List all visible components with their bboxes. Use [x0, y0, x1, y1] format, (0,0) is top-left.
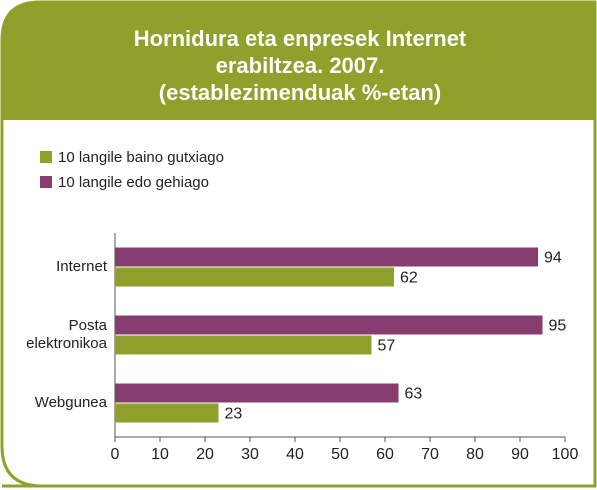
x-tick-label: 40: [286, 446, 304, 463]
x-tick-label: 90: [511, 446, 529, 463]
x-tick-label: 50: [331, 446, 349, 463]
x-tick-label: 10: [151, 446, 169, 463]
legend-swatch: [40, 176, 52, 188]
data-label: 57: [378, 338, 396, 355]
bar: [115, 315, 543, 335]
x-tick-label: 70: [421, 446, 439, 463]
y-tick-label: Internet: [56, 258, 108, 275]
data-label: 62: [400, 270, 418, 287]
x-tick-label: 100: [552, 446, 579, 463]
y-tick-label-line: elektronikoa: [26, 335, 108, 352]
bar: [115, 403, 219, 423]
x-tick-label: 0: [111, 446, 120, 463]
x-tick-label: 20: [196, 446, 214, 463]
data-label: 94: [544, 250, 562, 267]
chart-title: erabiltzea. 2007.: [216, 53, 385, 78]
x-tick-label: 60: [376, 446, 394, 463]
y-tick-label: Posta elektronikoa: [26, 317, 108, 352]
x-tick-label: 30: [241, 446, 259, 463]
legend-label: 10 langile baino gutxiago: [58, 149, 224, 166]
bar: [115, 383, 399, 403]
chart-title: (establezimenduak %-etan): [159, 80, 441, 105]
bar: [115, 247, 538, 267]
bar: [115, 335, 372, 355]
data-label: 23: [225, 406, 243, 423]
legend-label: 10 langile edo gehiago: [58, 174, 209, 191]
x-tick-label: 80: [466, 446, 484, 463]
data-label: 63: [405, 386, 423, 403]
header: [2, 2, 595, 120]
bar: [115, 267, 394, 287]
legend-swatch: [40, 151, 52, 163]
y-tick-label: Webgunea: [35, 394, 108, 411]
chart-title: Hornidura eta enpresek Internet: [134, 26, 467, 51]
data-label: 95: [549, 318, 567, 335]
y-tick-label-line: Posta: [69, 317, 108, 334]
